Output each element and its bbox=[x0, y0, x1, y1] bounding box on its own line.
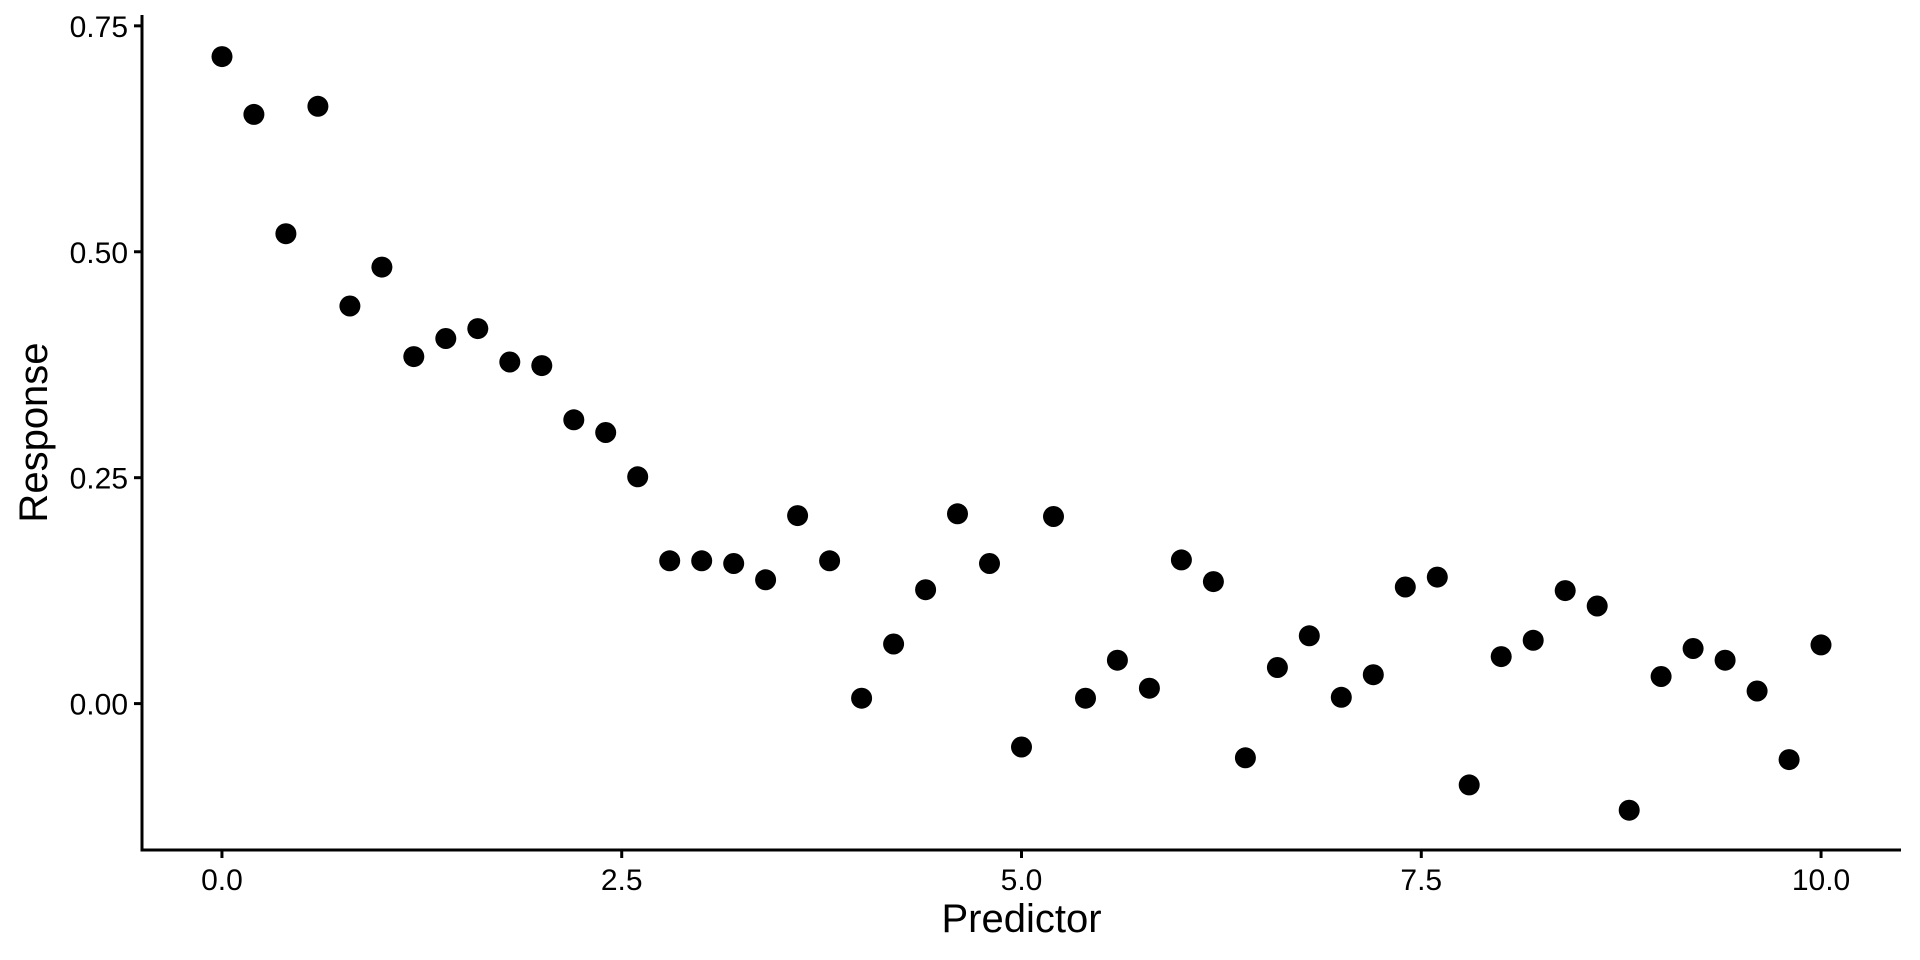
data-point bbox=[1202, 571, 1224, 593]
data-point bbox=[1298, 625, 1320, 647]
data-point bbox=[787, 505, 809, 527]
data-point bbox=[1106, 649, 1128, 671]
data-point bbox=[883, 633, 905, 655]
data-point bbox=[1170, 549, 1192, 571]
data-point bbox=[1426, 566, 1448, 588]
x-tick-label: 0.0 bbox=[201, 864, 243, 897]
data-point bbox=[979, 553, 1000, 574]
x-axis-title: Predictor bbox=[941, 897, 1101, 941]
data-point bbox=[851, 687, 873, 709]
data-point bbox=[211, 46, 233, 68]
data-point bbox=[1746, 680, 1768, 702]
data-point bbox=[1234, 747, 1256, 769]
x-tick-label: 10.0 bbox=[1792, 864, 1850, 897]
data-point bbox=[755, 569, 777, 591]
data-point bbox=[467, 318, 489, 340]
axis-lines bbox=[140, 15, 1901, 852]
data-point bbox=[1075, 687, 1096, 709]
data-point bbox=[819, 550, 841, 572]
data-point bbox=[1458, 774, 1480, 796]
y-tick-label: 0.75 bbox=[70, 11, 128, 44]
y-tick-label: 0.50 bbox=[70, 237, 128, 270]
data-point bbox=[627, 466, 649, 488]
data-point bbox=[659, 550, 681, 572]
data-point bbox=[307, 95, 329, 117]
data-point bbox=[531, 355, 553, 377]
data-point bbox=[1522, 629, 1544, 651]
data-point bbox=[1266, 657, 1288, 678]
data-point bbox=[339, 295, 361, 317]
data-point bbox=[371, 256, 393, 278]
data-point bbox=[723, 553, 745, 574]
data-point bbox=[1586, 595, 1608, 617]
data-point bbox=[1011, 736, 1032, 758]
data-point bbox=[1682, 638, 1704, 659]
x-tick-label: 7.5 bbox=[1400, 864, 1442, 897]
data-point bbox=[1362, 664, 1384, 686]
data-point bbox=[403, 346, 425, 368]
data-point bbox=[947, 503, 968, 525]
y-tick-label: 0.00 bbox=[70, 689, 128, 722]
data-point bbox=[1650, 666, 1672, 687]
data-point bbox=[595, 422, 617, 443]
y-tick-label: 0.25 bbox=[70, 463, 128, 496]
x-axis-ticks: 0.0 2.5 5.0 7.5 10.0 bbox=[201, 850, 1850, 897]
data-point bbox=[1330, 686, 1352, 708]
data-point bbox=[1810, 634, 1832, 656]
data-point bbox=[1618, 799, 1640, 821]
data-point bbox=[1778, 749, 1800, 771]
data-point bbox=[1043, 506, 1064, 527]
data-point bbox=[563, 409, 585, 431]
data-point bbox=[1490, 646, 1512, 668]
y-axis-ticks: 0.00 0.25 0.50 0.75 bbox=[70, 11, 142, 722]
y-axis-title: Response bbox=[12, 342, 56, 522]
data-point bbox=[1394, 576, 1416, 598]
data-point bbox=[243, 103, 265, 125]
data-point bbox=[691, 550, 713, 572]
data-points bbox=[211, 46, 1832, 821]
data-point bbox=[915, 579, 937, 601]
data-point bbox=[1138, 677, 1160, 699]
x-tick-label: 2.5 bbox=[601, 864, 643, 897]
data-point bbox=[435, 328, 457, 349]
data-point bbox=[499, 351, 521, 373]
data-point bbox=[275, 223, 297, 245]
data-point bbox=[1714, 649, 1736, 671]
data-point bbox=[1554, 580, 1576, 602]
x-tick-label: 5.0 bbox=[1001, 864, 1043, 897]
